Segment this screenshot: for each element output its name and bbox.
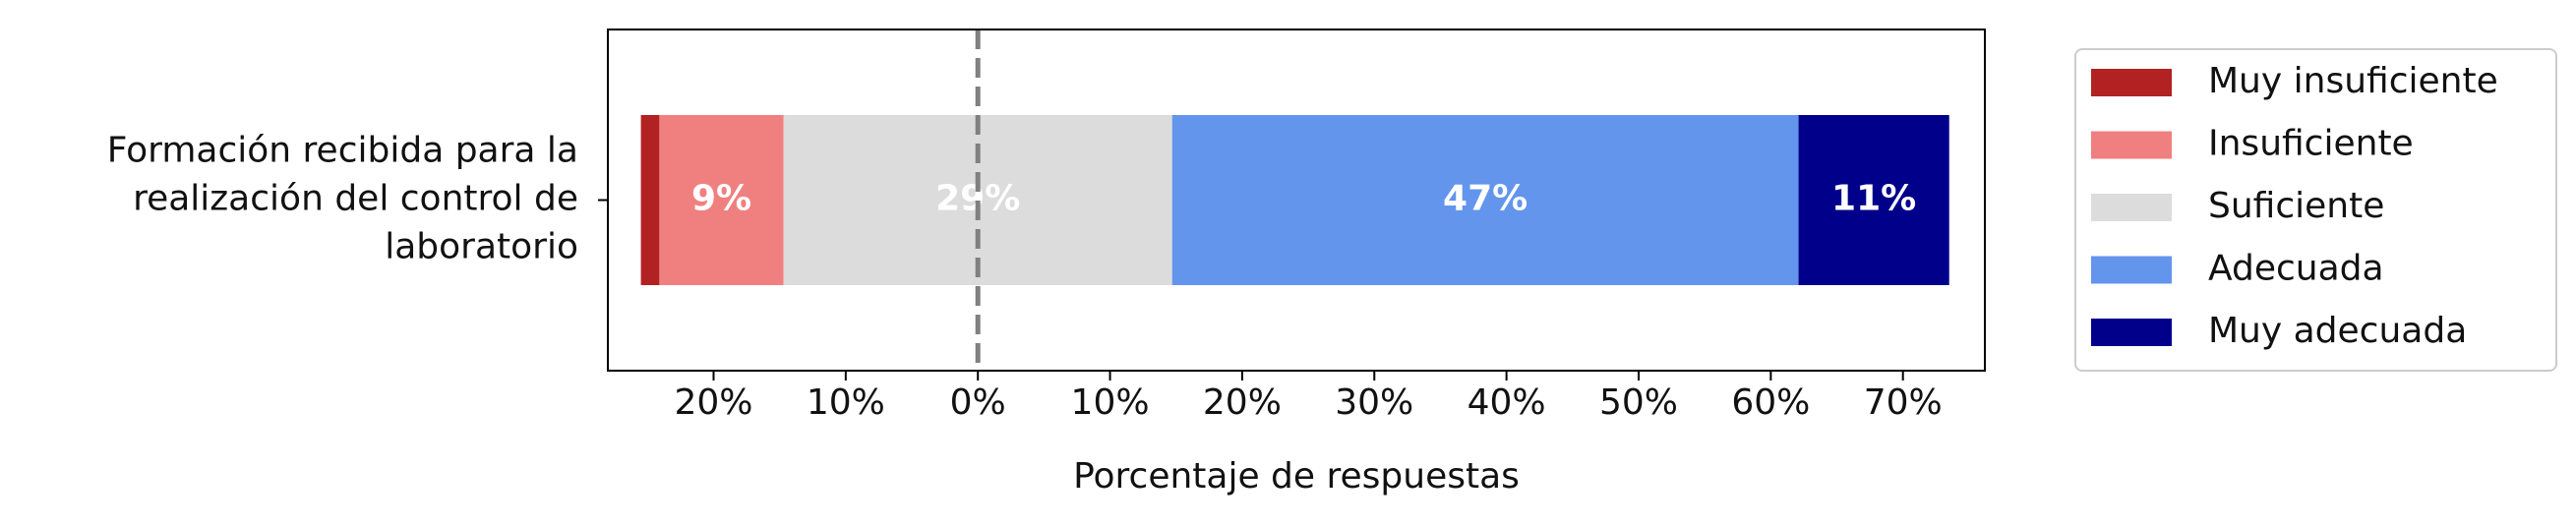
bar-segment [1798,115,1949,285]
x-tick-label: 50% [1599,382,1678,423]
x-tick-label: 40% [1468,382,1546,423]
legend-swatch [2091,319,2172,346]
legend-label: Muy adecuada [2208,311,2467,351]
plot-frame [607,29,1986,372]
x-tick-label: 10% [807,382,885,423]
bar-segment [659,115,784,285]
legend-label: Suficiente [2208,186,2384,226]
bar-segment [783,115,1172,285]
x-tick-label: 20% [674,382,752,423]
x-tick-label: 10% [1071,382,1150,423]
bar-segment [1171,115,1799,285]
x-tick-label: 60% [1731,382,1810,423]
bar-segment [640,115,660,285]
legend-swatch [2091,131,2172,159]
x-tick-label: 20% [1203,382,1282,423]
legend-swatch [2091,256,2172,284]
value-label: 11% [1831,179,1916,219]
legend-swatch [2091,194,2172,221]
value-label: 9% [691,179,751,219]
legend-label: Adecuada [2208,249,2384,289]
x-tick-label: 0% [950,382,1006,423]
legend-label: Muy insuficiente [2208,61,2498,101]
legend-swatch [2091,69,2172,96]
x-tick-label: 30% [1335,382,1413,423]
x-axis-label: Porcentaje de respuestas [1073,456,1520,497]
value-label: 47% [1443,179,1528,219]
y-tick-label: Formación recibida para la realización de… [107,131,578,267]
legend-label: Insuficiente [2208,124,2414,164]
x-tick-label: 70% [1864,382,1943,423]
legend-box [2074,48,2557,372]
